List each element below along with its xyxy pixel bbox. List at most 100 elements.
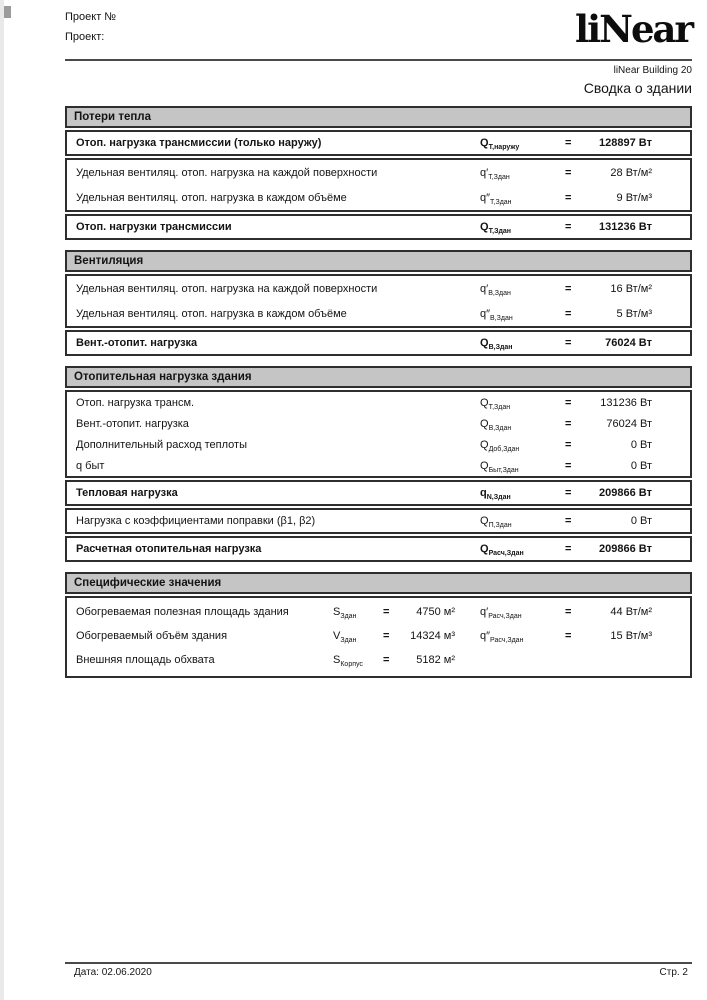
equals-sign: = (565, 191, 572, 204)
row-group: Удельная вентиляц. отоп. нагрузка на каж… (65, 158, 692, 212)
row-symbol: VЗдан (333, 630, 357, 645)
row-value: 9 Вт/м³ (616, 191, 652, 204)
row-symbol: QП,Здан (480, 515, 512, 530)
row-group: Вент.-отопит. нагрузка QВ,Здан = 76024 В… (65, 330, 692, 356)
row-symbol: QДоб,Здан (480, 438, 520, 453)
page-header: Проект № Проект: liNear (65, 0, 694, 51)
row-value: 4750 м² (416, 606, 455, 618)
row-value: 209866 Вт (599, 487, 652, 499)
equals-sign: = (383, 654, 390, 666)
row-value: 0 Вт (630, 515, 652, 527)
equals-sign: = (383, 606, 390, 618)
row-symbol: QТ,наружу (480, 137, 520, 152)
scan-edge-artifact (0, 0, 4, 1000)
equals-sign: = (565, 459, 572, 472)
row-group: Расчетная отопительная нагрузка QРасч,Зд… (65, 536, 692, 562)
table-row: Вент.-отопит. нагрузка QВ,Здан = 76024 В… (67, 413, 690, 434)
table-row: q быт QБыт,Здан = 0 Вт (67, 455, 690, 476)
equals-sign: = (565, 396, 572, 409)
section-heating-load: Отопительная нагрузка здания Отоп. нагру… (65, 366, 692, 562)
row-label: Обогреваемая полезная площадь здания (76, 606, 289, 618)
row-group: Обогреваемая полезная площадь здания SЗд… (65, 596, 692, 678)
row-value: 14324 м³ (410, 630, 455, 642)
footer-date: Дата: 02.06.2020 (74, 967, 152, 978)
row-symbol: QБыт,Здан (480, 459, 519, 474)
row-symbol: q″Т,Здан (480, 191, 512, 206)
equals-sign: = (565, 438, 572, 451)
row-symbol: QТ,Здан (480, 221, 512, 236)
section-header: Потери тепла (65, 106, 692, 128)
page-title: Сводка о здании (583, 80, 692, 96)
equals-sign: = (565, 337, 572, 349)
row-label: Тепловая нагрузка (76, 487, 178, 499)
row-value: 5 Вт/м³ (616, 307, 652, 320)
equals-sign: = (565, 307, 572, 320)
row-value: 28 Вт/м² (610, 166, 652, 179)
row-symbol: q′Т,Здан (480, 166, 510, 181)
row-symbol: SКорпус (333, 654, 363, 669)
page-footer: Дата: 02.06.2020 Стр. 2 (65, 962, 692, 978)
table-row: Расчетная отопительная нагрузка QРасч,Зд… (67, 538, 690, 560)
row-value: 131236 Вт (600, 396, 652, 409)
row-label: Удельная вентиляц. отоп. нагрузка на каж… (76, 166, 378, 179)
section-header: Отопительная нагрузка здания (65, 366, 692, 388)
table-row: Обогреваемая полезная площадь здания SЗд… (67, 600, 690, 624)
table-row: Обогреваемый объём здания VЗдан = 14324 … (67, 624, 690, 648)
row-label: Отоп. нагрузка трансмиссии (только наруж… (76, 137, 322, 149)
section-ventilation: Вентиляция Удельная вентиляц. отоп. нагр… (65, 250, 692, 356)
row-group: Отоп. нагрузки трансмиссии QТ,Здан = 131… (65, 214, 692, 240)
page-content: Проект № Проект: liNear liNear Building … (65, 0, 694, 678)
table-row: Удельная вентиляц. отоп. нагрузка в кажд… (67, 185, 690, 210)
section-header: Вентиляция (65, 250, 692, 272)
row-label: Удельная вентиляц. отоп. нагрузка в кажд… (76, 191, 347, 204)
row-label: Внешняя площадь обхвата (76, 654, 215, 666)
linear-logo: liNear (575, 7, 694, 51)
equals-sign: = (565, 630, 572, 642)
table-row: Внешняя площадь обхвата SКорпус = 5182 м… (67, 648, 690, 672)
row-value: 15 Вт/м³ (610, 630, 652, 642)
row-label: Нагрузка с коэффициентами поправки (β1, … (76, 515, 316, 527)
row-label: q быт (76, 459, 105, 472)
equals-sign: = (565, 417, 572, 430)
row-group: Отоп. нагрузка трансмиссии (только наруж… (65, 130, 692, 156)
table-row: Отоп. нагрузки трансмиссии QТ,Здан = 131… (67, 216, 690, 238)
header-divider (65, 59, 692, 61)
table-row: Отоп. нагрузка трансм. QТ,Здан = 131236 … (67, 392, 690, 413)
footer-divider (65, 962, 692, 964)
row-value: 44 Вт/м² (610, 606, 652, 618)
equals-sign: = (383, 630, 390, 642)
row-value: 128897 Вт (599, 137, 652, 149)
project-number-label: Проект № (65, 11, 117, 23)
row-symbol: QРасч,Здан (480, 543, 524, 558)
section-header: Специфические значения (65, 572, 692, 594)
equals-sign: = (565, 282, 572, 295)
row-label: Отоп. нагрузки трансмиссии (76, 221, 232, 233)
row-symbol: QВ,Здан (480, 337, 513, 352)
row-value: 0 Вт (630, 438, 652, 451)
row-value: 209866 Вт (599, 543, 652, 555)
equals-sign: = (565, 606, 572, 618)
table-row: Тепловая нагрузка qN,Здан = 209866 Вт (67, 482, 690, 504)
row-label: Удельная вентиляц. отоп. нагрузка в кажд… (76, 307, 347, 320)
row-label: Вент.-отопит. нагрузка (76, 417, 189, 430)
row-label: Вент.-отопит. нагрузка (76, 337, 198, 349)
row-symbol: qN,Здан (480, 487, 511, 502)
section-heat-losses: Потери тепла Отоп. нагрузка трансмиссии … (65, 106, 692, 240)
row-symbol: q″Расч,Здан (480, 630, 524, 645)
row-symbol: q″В,Здан (480, 307, 513, 322)
row-value: 5182 м² (416, 654, 455, 666)
equals-sign: = (565, 137, 572, 149)
row-symbol: q′Расч,Здан (480, 606, 522, 621)
row-value: 131236 Вт (599, 221, 652, 233)
row-group: Нагрузка с коэффициентами поправки (β1, … (65, 508, 692, 534)
row-label: Отоп. нагрузка трансм. (76, 396, 195, 409)
equals-sign: = (565, 166, 572, 179)
row-symbol: QВ,Здан (480, 417, 512, 432)
row-symbol: SЗдан (333, 606, 357, 621)
row-value: 76024 Вт (606, 417, 652, 430)
row-value: 76024 Вт (605, 337, 652, 349)
footer-page-number: Стр. 2 (659, 967, 688, 978)
table-row: Удельная вентиляц. отоп. нагрузка на каж… (67, 160, 690, 185)
row-label: Удельная вентиляц. отоп. нагрузка на каж… (76, 282, 378, 295)
